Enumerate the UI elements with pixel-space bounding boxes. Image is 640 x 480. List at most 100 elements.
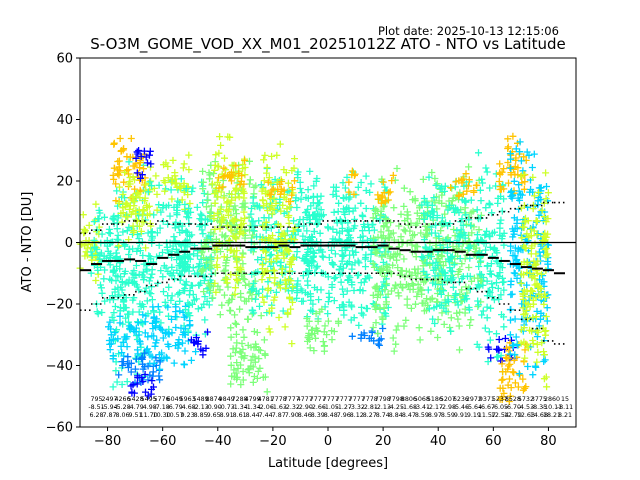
x-tick-label: 0 (324, 434, 332, 449)
bin-stat-sd: 11.57 (478, 412, 496, 419)
point-cluster (109, 135, 149, 205)
bin-stat-count: 5963 (180, 396, 196, 403)
bin-stat-mean: -6.70 (505, 404, 521, 411)
bin-stat-sd: 8.44 (246, 412, 260, 419)
bin-stat-sd: 7.44 (259, 412, 273, 419)
x-tick-label: 40 (430, 434, 447, 449)
bin-stat-mean: -5.28 (114, 404, 130, 411)
point-cluster (345, 167, 359, 198)
bin-stat-sd: 7.87 (272, 412, 286, 419)
scatter-point-markers (227, 310, 271, 396)
bin-stat-mean: -1.05 (323, 404, 339, 411)
bin-stat-sd: 7.96 (337, 412, 351, 419)
bin-stat-sd: 9.51 (129, 412, 143, 419)
x-axis-ticks: −80 −60 −40 −20 0 20 40 60 80 (94, 427, 557, 449)
bin-stat-sd: 10.57 (166, 412, 184, 419)
bin-stat-count: 3775 (531, 396, 547, 403)
bin-stat-mean: -2.98 (440, 404, 456, 411)
point-cluster (215, 157, 249, 192)
bin-stat-sd: 8.97 (428, 412, 442, 419)
bin-stat-count: 5489 (193, 396, 209, 403)
scatter-point-markers (197, 157, 260, 328)
bin-stat-mean: -6.79 (166, 404, 182, 411)
bin-stat-mean: -4.53 (518, 404, 534, 411)
point-cluster (109, 158, 150, 391)
point-cluster (264, 177, 298, 205)
bin-stat-mean: -4.68 (179, 404, 195, 411)
bin-means (80, 201, 565, 345)
scatter-point-markers (374, 171, 397, 207)
scatter-point-markers (258, 140, 299, 348)
bin-stat-mean: -2.90 (297, 404, 313, 411)
bin-stat-mean: -8.51 (88, 404, 104, 411)
bin-stat-count: 5732 (518, 396, 534, 403)
chart-title: S-O3M_GOME_VOD_XX_M01_20251012Z ATO - NT… (90, 35, 566, 54)
y-tick-label: 0 (65, 236, 73, 251)
y-tick-label: −40 (46, 359, 73, 374)
y-tick-label: 20 (56, 175, 73, 190)
bin-stat-sd: 8.74 (376, 412, 390, 419)
bin-stat-count: 5776 (154, 396, 170, 403)
bin-stat-sd: 8.39 (311, 412, 325, 419)
point-cluster (115, 349, 164, 387)
point-cluster (127, 371, 157, 400)
scatter-point-markers (215, 157, 249, 192)
bin-stat-sd: 8.61 (233, 412, 247, 419)
bin-stat-count: 6049 (167, 396, 183, 403)
bin-stat-sd: 8.27 (363, 412, 377, 419)
bin-stat-sd: 8.59 (415, 412, 429, 419)
point-cluster (517, 169, 552, 391)
point-cluster (447, 170, 481, 200)
y-axis-label: ATO - NTO [DU] (20, 192, 35, 293)
bin-stat-mean: -2.13 (375, 404, 391, 411)
bin-stat-mean: -6.05 (492, 404, 508, 411)
bin-stat-count: 795 (91, 396, 103, 403)
x-tick-label: −80 (94, 434, 121, 449)
point-cluster (258, 140, 299, 348)
bin-stat-count: 7777 (310, 396, 326, 403)
bin-stat-count: 4799 (245, 396, 261, 403)
scatter-point-markers (105, 311, 160, 368)
plot-date: Plot date: 2025-10-13 12:15:06 (378, 24, 559, 38)
bin-stat-count: 7288 (232, 396, 248, 403)
bin-stat-sd: 18.21 (543, 412, 561, 419)
bin-stat-mean: -4.25 (388, 404, 404, 411)
bin-stat-count: 8806 (401, 396, 417, 403)
scatter-point-markers (109, 135, 149, 205)
scatter-point-markers (132, 147, 155, 182)
bin-stat-sd: 11.70 (140, 412, 158, 419)
bin-stat-sd: 8.47 (402, 412, 416, 419)
bin-stat-mean: -5.64 (466, 404, 482, 411)
bin-stat-count: 5495 (141, 396, 157, 403)
bin-stat-mean: -2.66 (310, 404, 326, 411)
bin-stat-sd: 8.84 (389, 412, 403, 419)
point-cluster (197, 157, 260, 328)
bin-stat-count: 8874 (206, 396, 222, 403)
bin-stat-count: 15 (561, 396, 569, 403)
bin-stat-count: 5428 (128, 396, 144, 403)
bin-stat-mean: -0.90 (205, 404, 221, 411)
bin-stat-count: 9849 (219, 396, 235, 403)
bin-stat-count: 4266 (115, 396, 131, 403)
bin-stat-sd: 8.12 (350, 412, 364, 419)
x-tick-label: −60 (149, 434, 176, 449)
bin-stat-mean: -5.94 (101, 404, 117, 411)
bin-stat-count: 7777 (284, 396, 300, 403)
scatter-point-markers (345, 167, 359, 198)
bin-stat-mean: -1.34 (245, 404, 261, 411)
bin-stat-sd: 10.30 (153, 412, 171, 419)
bin-stat-sd: 8.91 (220, 412, 234, 419)
bin-stat-count: 4781 (258, 396, 274, 403)
bin-stat-mean: -8.35 (531, 404, 547, 411)
scatter-point-markers (447, 170, 481, 200)
point-cluster (303, 305, 342, 355)
bin-stat-sd: 12.54 (491, 412, 509, 419)
bin-statistics: 795-8.516.282497-5.947.874266-5.288.0654… (88, 396, 573, 419)
bin-stat-mean: -5.46 (453, 404, 469, 411)
bin-stat-sd: 9.65 (207, 412, 221, 419)
point-cluster (496, 339, 530, 405)
bin-stat-sd: 8.21 (558, 412, 572, 419)
bin-stat-sd: 8.85 (194, 412, 208, 419)
scatter-point-markers (264, 177, 298, 205)
